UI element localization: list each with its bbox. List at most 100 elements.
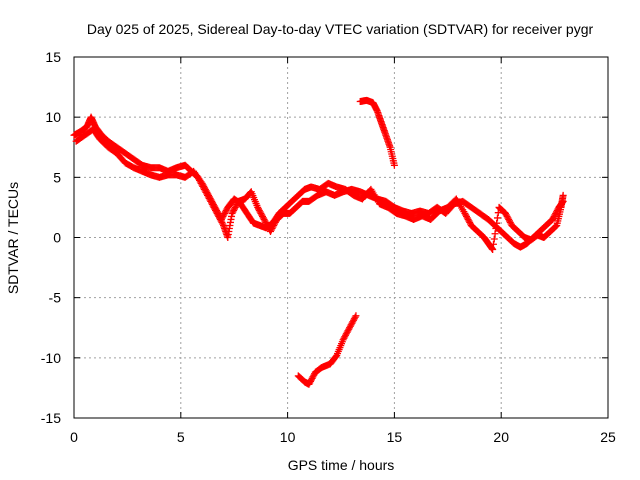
data-point xyxy=(463,214,471,222)
x-tick-label: 15 xyxy=(387,429,403,445)
data-point xyxy=(199,181,207,189)
series-lower-segment xyxy=(294,312,360,388)
data-point xyxy=(343,328,351,336)
y-tick-label: 10 xyxy=(45,109,61,125)
data-point xyxy=(255,206,263,214)
x-tick-label: 5 xyxy=(177,429,185,445)
data-point xyxy=(465,217,473,225)
y-tick-label: -5 xyxy=(49,290,62,306)
data-point xyxy=(206,194,214,202)
data-point xyxy=(200,182,208,190)
data-point xyxy=(254,203,262,211)
data-point xyxy=(219,220,227,228)
y-axis-label: SDTVAR / TECUs xyxy=(5,182,21,294)
data-point xyxy=(492,224,500,232)
data-point xyxy=(346,322,354,330)
data-point xyxy=(552,222,560,230)
data-point xyxy=(260,215,268,223)
data-point xyxy=(259,212,267,220)
data-point xyxy=(205,191,213,199)
x-tick-label: 25 xyxy=(600,429,616,445)
data-point xyxy=(466,218,474,226)
data-point xyxy=(308,374,316,382)
data-point xyxy=(345,325,353,333)
data-point xyxy=(390,161,398,169)
chart-title: Day 025 of 2025, Sidereal Day-to-day VTE… xyxy=(87,21,594,37)
gridlines xyxy=(74,57,608,418)
data-point xyxy=(489,246,497,254)
data-point xyxy=(305,380,313,388)
data-point xyxy=(214,209,222,217)
data-point xyxy=(352,312,360,320)
data-point xyxy=(213,208,221,216)
data-point xyxy=(220,211,228,219)
data-point xyxy=(259,214,267,222)
data-point xyxy=(493,219,501,227)
data-point xyxy=(489,240,497,248)
data-point xyxy=(217,215,225,223)
data-point xyxy=(349,318,357,326)
data-point xyxy=(340,334,348,342)
data-point xyxy=(494,209,502,217)
series-main-trace xyxy=(70,113,567,251)
data-point xyxy=(254,205,262,213)
data-point xyxy=(551,223,559,231)
data-point xyxy=(339,336,347,344)
data-point xyxy=(221,208,229,216)
data-point xyxy=(341,333,349,341)
data-point xyxy=(208,197,216,205)
data-point xyxy=(256,208,264,216)
data-point xyxy=(559,191,567,199)
x-axis-label: GPS time / hours xyxy=(288,457,395,473)
data-point xyxy=(309,373,317,381)
data-point xyxy=(310,371,318,379)
data-point xyxy=(348,319,356,327)
data-point xyxy=(207,196,215,204)
y-tick-label: -10 xyxy=(41,350,61,366)
data-point xyxy=(493,214,501,222)
data-point xyxy=(201,184,209,192)
y-tick-label: -15 xyxy=(41,410,61,426)
data-point xyxy=(307,376,315,384)
data-point xyxy=(462,211,470,219)
data-point xyxy=(202,187,210,195)
data-marks xyxy=(70,96,567,388)
data-point xyxy=(464,215,472,223)
data-point xyxy=(504,214,512,222)
data-point xyxy=(257,209,265,217)
data-point xyxy=(228,209,236,217)
x-tick-label: 10 xyxy=(280,429,296,445)
data-point xyxy=(204,190,212,198)
data-point xyxy=(461,209,469,217)
y-tick-label: 5 xyxy=(53,169,61,185)
data-point xyxy=(552,209,560,217)
data-point xyxy=(332,352,340,360)
data-point xyxy=(548,215,556,223)
data-point xyxy=(344,327,352,335)
data-point xyxy=(306,379,314,387)
data-point xyxy=(222,206,230,214)
data-point xyxy=(351,313,359,321)
data-point xyxy=(501,209,509,217)
data-point xyxy=(218,214,226,222)
data-point xyxy=(229,208,237,216)
data-point xyxy=(210,202,218,210)
y-tick-label: 0 xyxy=(53,230,61,246)
data-point xyxy=(258,211,266,219)
x-tick-label: 20 xyxy=(493,429,509,445)
data-point xyxy=(505,215,513,223)
data-point xyxy=(231,203,239,211)
data-point xyxy=(267,227,275,235)
data-point xyxy=(491,230,499,238)
axis-ticks: 0 5 10 15 20 25 -15 -10 -5 0 5 10 15 xyxy=(41,49,616,445)
data-point xyxy=(198,179,206,187)
data-point xyxy=(230,206,238,214)
data-point xyxy=(549,214,557,222)
data-point xyxy=(230,205,238,213)
data-point xyxy=(347,321,355,329)
data-point xyxy=(490,235,498,243)
data-point xyxy=(212,205,220,213)
data-point xyxy=(346,324,354,332)
data-point xyxy=(462,212,470,220)
